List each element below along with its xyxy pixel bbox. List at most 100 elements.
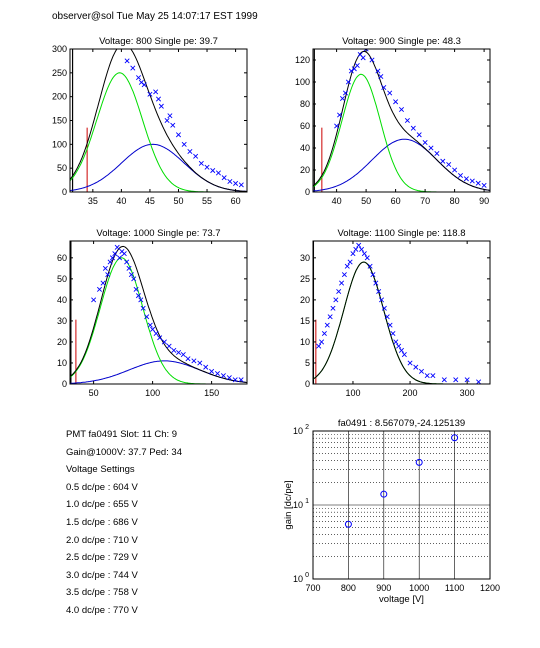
gain-point [451, 434, 459, 442]
data-point [360, 55, 366, 61]
data-point [424, 373, 430, 379]
y-tick-label: 15 [300, 316, 310, 326]
data-point [138, 79, 144, 85]
total-fit-curve [313, 50, 490, 191]
x-tick-label: 1000 [409, 583, 429, 593]
data-point [416, 132, 422, 138]
data-point [187, 148, 193, 155]
data-point [476, 379, 482, 384]
data-point [441, 377, 447, 383]
data-point [170, 122, 176, 128]
y-tick-label: 150 [52, 116, 67, 126]
data-point [463, 176, 469, 182]
single-pe-curve [70, 72, 247, 192]
data-point [440, 158, 446, 164]
data-point [126, 265, 132, 271]
data-point [210, 168, 216, 174]
data-point [381, 305, 387, 311]
single-pe-curve [313, 73, 490, 192]
x-tick-label: 40 [332, 196, 342, 206]
x-tick-label: 700 [305, 583, 320, 593]
data-point [375, 68, 381, 74]
multi-pe-curve [70, 143, 247, 192]
data-point [337, 112, 343, 118]
plot-frame [312, 430, 491, 580]
data-point [220, 373, 226, 379]
y-tick-label: 25 [300, 274, 310, 284]
info-line: 2.0 dc/pe : 710 V [66, 534, 138, 546]
data-point [128, 272, 134, 278]
x-tick-label: 80 [450, 196, 460, 206]
data-point [390, 331, 396, 337]
y-tick-label: 60 [300, 121, 310, 131]
x-tick-label: 900 [376, 583, 391, 593]
data-point [384, 314, 390, 320]
data-point [446, 161, 452, 168]
data-point [157, 335, 163, 341]
data-point [367, 263, 373, 269]
data-point [221, 175, 227, 181]
total-fit-curve [70, 245, 247, 383]
x-tick-label: 200 [403, 388, 418, 398]
data-point [102, 265, 108, 271]
x-tick-label: 1200 [480, 583, 500, 593]
data-point [105, 272, 111, 278]
data-point [430, 373, 436, 379]
y-tick-label: 20 [300, 295, 310, 305]
data-point [369, 57, 375, 63]
x-tick-label: 800 [341, 583, 356, 593]
data-point [396, 343, 402, 349]
data-point [316, 343, 322, 349]
y-tick-label: 0 [305, 187, 310, 197]
y-tick-label: 50 [57, 163, 67, 173]
pmt-info-block: PMT fa0491 Slot: 11 Ch: 9 Gain@1000V: 37.… [66, 426, 182, 620]
data-point [121, 251, 127, 257]
data-point [171, 347, 177, 353]
data-point [348, 68, 354, 74]
data-point [214, 370, 221, 377]
y-tick-label: 20 [57, 337, 67, 347]
y-tick-label: 200 [52, 92, 67, 102]
y-tick-label: 20 [300, 165, 310, 175]
y-tick-label: 250 [52, 68, 67, 78]
y-tick-label: 0 [62, 187, 67, 197]
data-point [464, 377, 470, 383]
data-point [339, 280, 345, 286]
y-tick-label: 10 [300, 337, 310, 347]
data-point [135, 75, 142, 81]
data-point [422, 139, 428, 146]
data-point [404, 117, 410, 124]
data-point [96, 286, 103, 292]
data-point [398, 347, 405, 353]
y-tick-exponent: 0 [305, 572, 309, 579]
data-point [124, 259, 130, 265]
data-point [428, 145, 434, 151]
y-tick-label: 80 [300, 99, 310, 109]
y-tick-label: 40 [300, 143, 310, 153]
y-tick-label: 10 [293, 426, 303, 436]
data-point [324, 322, 330, 328]
x-tick-label: 50 [361, 196, 371, 206]
data-point [209, 368, 215, 374]
data-point [181, 141, 187, 147]
y-tick-label: 30 [300, 253, 310, 263]
info-line: 1.0 dc/pe : 655 V [66, 499, 138, 511]
data-point [124, 58, 130, 64]
histogram-plot-1: 35 40 45 50 55 60 0 50 100 150 200 250 300 Voltage: 8… [52, 36, 248, 206]
data-point [363, 49, 369, 52]
x-tick-label: 55 [202, 196, 212, 206]
x-tick-label: 35 [88, 196, 98, 206]
data-point [342, 90, 348, 96]
data-point [185, 356, 191, 362]
data-point [232, 377, 238, 383]
multi-pe-curve [70, 360, 247, 384]
data-point [167, 113, 173, 119]
data-point [364, 255, 370, 261]
data-point [233, 180, 239, 186]
plot-frame [312, 240, 491, 385]
single-pe-curve [313, 261, 490, 384]
x-tick-label: 1100 [445, 583, 464, 593]
data-point [407, 360, 413, 366]
info-line: 3.5 dc/pe : 758 V [66, 587, 138, 599]
data-point [226, 375, 232, 381]
